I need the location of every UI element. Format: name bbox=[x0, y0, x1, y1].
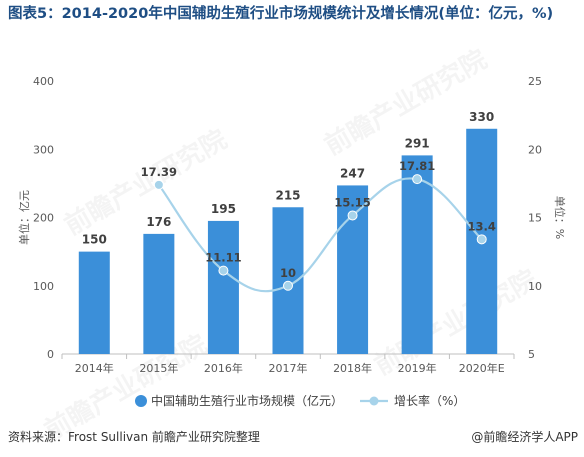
growth-rate-label: 13.4 bbox=[468, 219, 496, 233]
growth-rate-label: 10 bbox=[280, 266, 296, 280]
y-tick-label: 300 bbox=[33, 143, 54, 156]
bar-value-label: 176 bbox=[146, 215, 171, 229]
growth-rate-line bbox=[157, 177, 483, 293]
y-tick-label: 0 bbox=[47, 348, 54, 361]
legend-line-marker bbox=[369, 396, 379, 406]
growth-rate-point bbox=[218, 265, 229, 276]
bar bbox=[272, 207, 304, 354]
x-tick-label: 2018年 bbox=[333, 361, 372, 375]
bar bbox=[207, 220, 239, 354]
bar-value-label: 330 bbox=[469, 110, 494, 124]
x-tick-label: 2015年 bbox=[139, 361, 178, 375]
x-tick-label: 2016年 bbox=[204, 361, 243, 375]
bar-value-label: 247 bbox=[340, 166, 365, 180]
bar bbox=[401, 155, 433, 354]
growth-rate-point bbox=[153, 179, 164, 190]
x-tick-label: 2014年 bbox=[75, 361, 114, 375]
legend-line-label: 增长率（%） bbox=[394, 393, 465, 408]
growth-rate-point bbox=[347, 210, 358, 221]
y-axis-title: 单位：亿元 bbox=[17, 190, 31, 245]
y2-tick-label: 25 bbox=[528, 75, 542, 88]
legend-bar-label: 中国辅助生殖行业市场规模（亿元） bbox=[151, 393, 343, 408]
y-tick-label: 200 bbox=[33, 212, 54, 225]
y2-tick-label: 15 bbox=[528, 212, 542, 225]
y-tick-label: 400 bbox=[33, 75, 54, 88]
bar-value-label: 215 bbox=[275, 188, 300, 202]
bar bbox=[78, 251, 110, 354]
growth-rate-label: 17.39 bbox=[141, 165, 177, 179]
x-tick-label: 2019年 bbox=[398, 361, 437, 375]
growth-rate-point bbox=[283, 280, 293, 291]
growth-rate-label: 11.11 bbox=[205, 251, 241, 265]
watermark-text: 前瞻产业研究院 bbox=[369, 264, 542, 382]
y2-tick-label: 5 bbox=[528, 348, 535, 361]
bar-value-label: 150 bbox=[82, 233, 107, 247]
legend-bar-swatch bbox=[135, 395, 147, 407]
brand-credit: @前瞻经济学人APP bbox=[471, 430, 578, 444]
bar-value-label: 195 bbox=[211, 202, 236, 216]
growth-rate-label: 15.15 bbox=[334, 195, 370, 209]
growth-rate-label: 17.81 bbox=[399, 159, 435, 173]
x-tick-label: 2020年E bbox=[459, 361, 505, 375]
bar-value-label: 291 bbox=[405, 136, 430, 150]
bar bbox=[143, 233, 175, 354]
y2-axis-title: 单位：% bbox=[553, 196, 567, 239]
y2-tick-label: 10 bbox=[528, 280, 542, 293]
growth-rate-point bbox=[476, 234, 487, 245]
y2-tick-label: 20 bbox=[528, 143, 542, 156]
chart-title: 图表5：2014-2020年中国辅助生殖行业市场规模统计及增长情况(单位：亿元，… bbox=[8, 6, 554, 22]
y-tick-label: 100 bbox=[33, 280, 54, 293]
growth-rate-point bbox=[412, 174, 423, 185]
x-tick-label: 2017年 bbox=[269, 361, 308, 375]
source-note: 资料来源：Frost Sullivan 前瞻产业研究院整理 bbox=[8, 430, 260, 444]
